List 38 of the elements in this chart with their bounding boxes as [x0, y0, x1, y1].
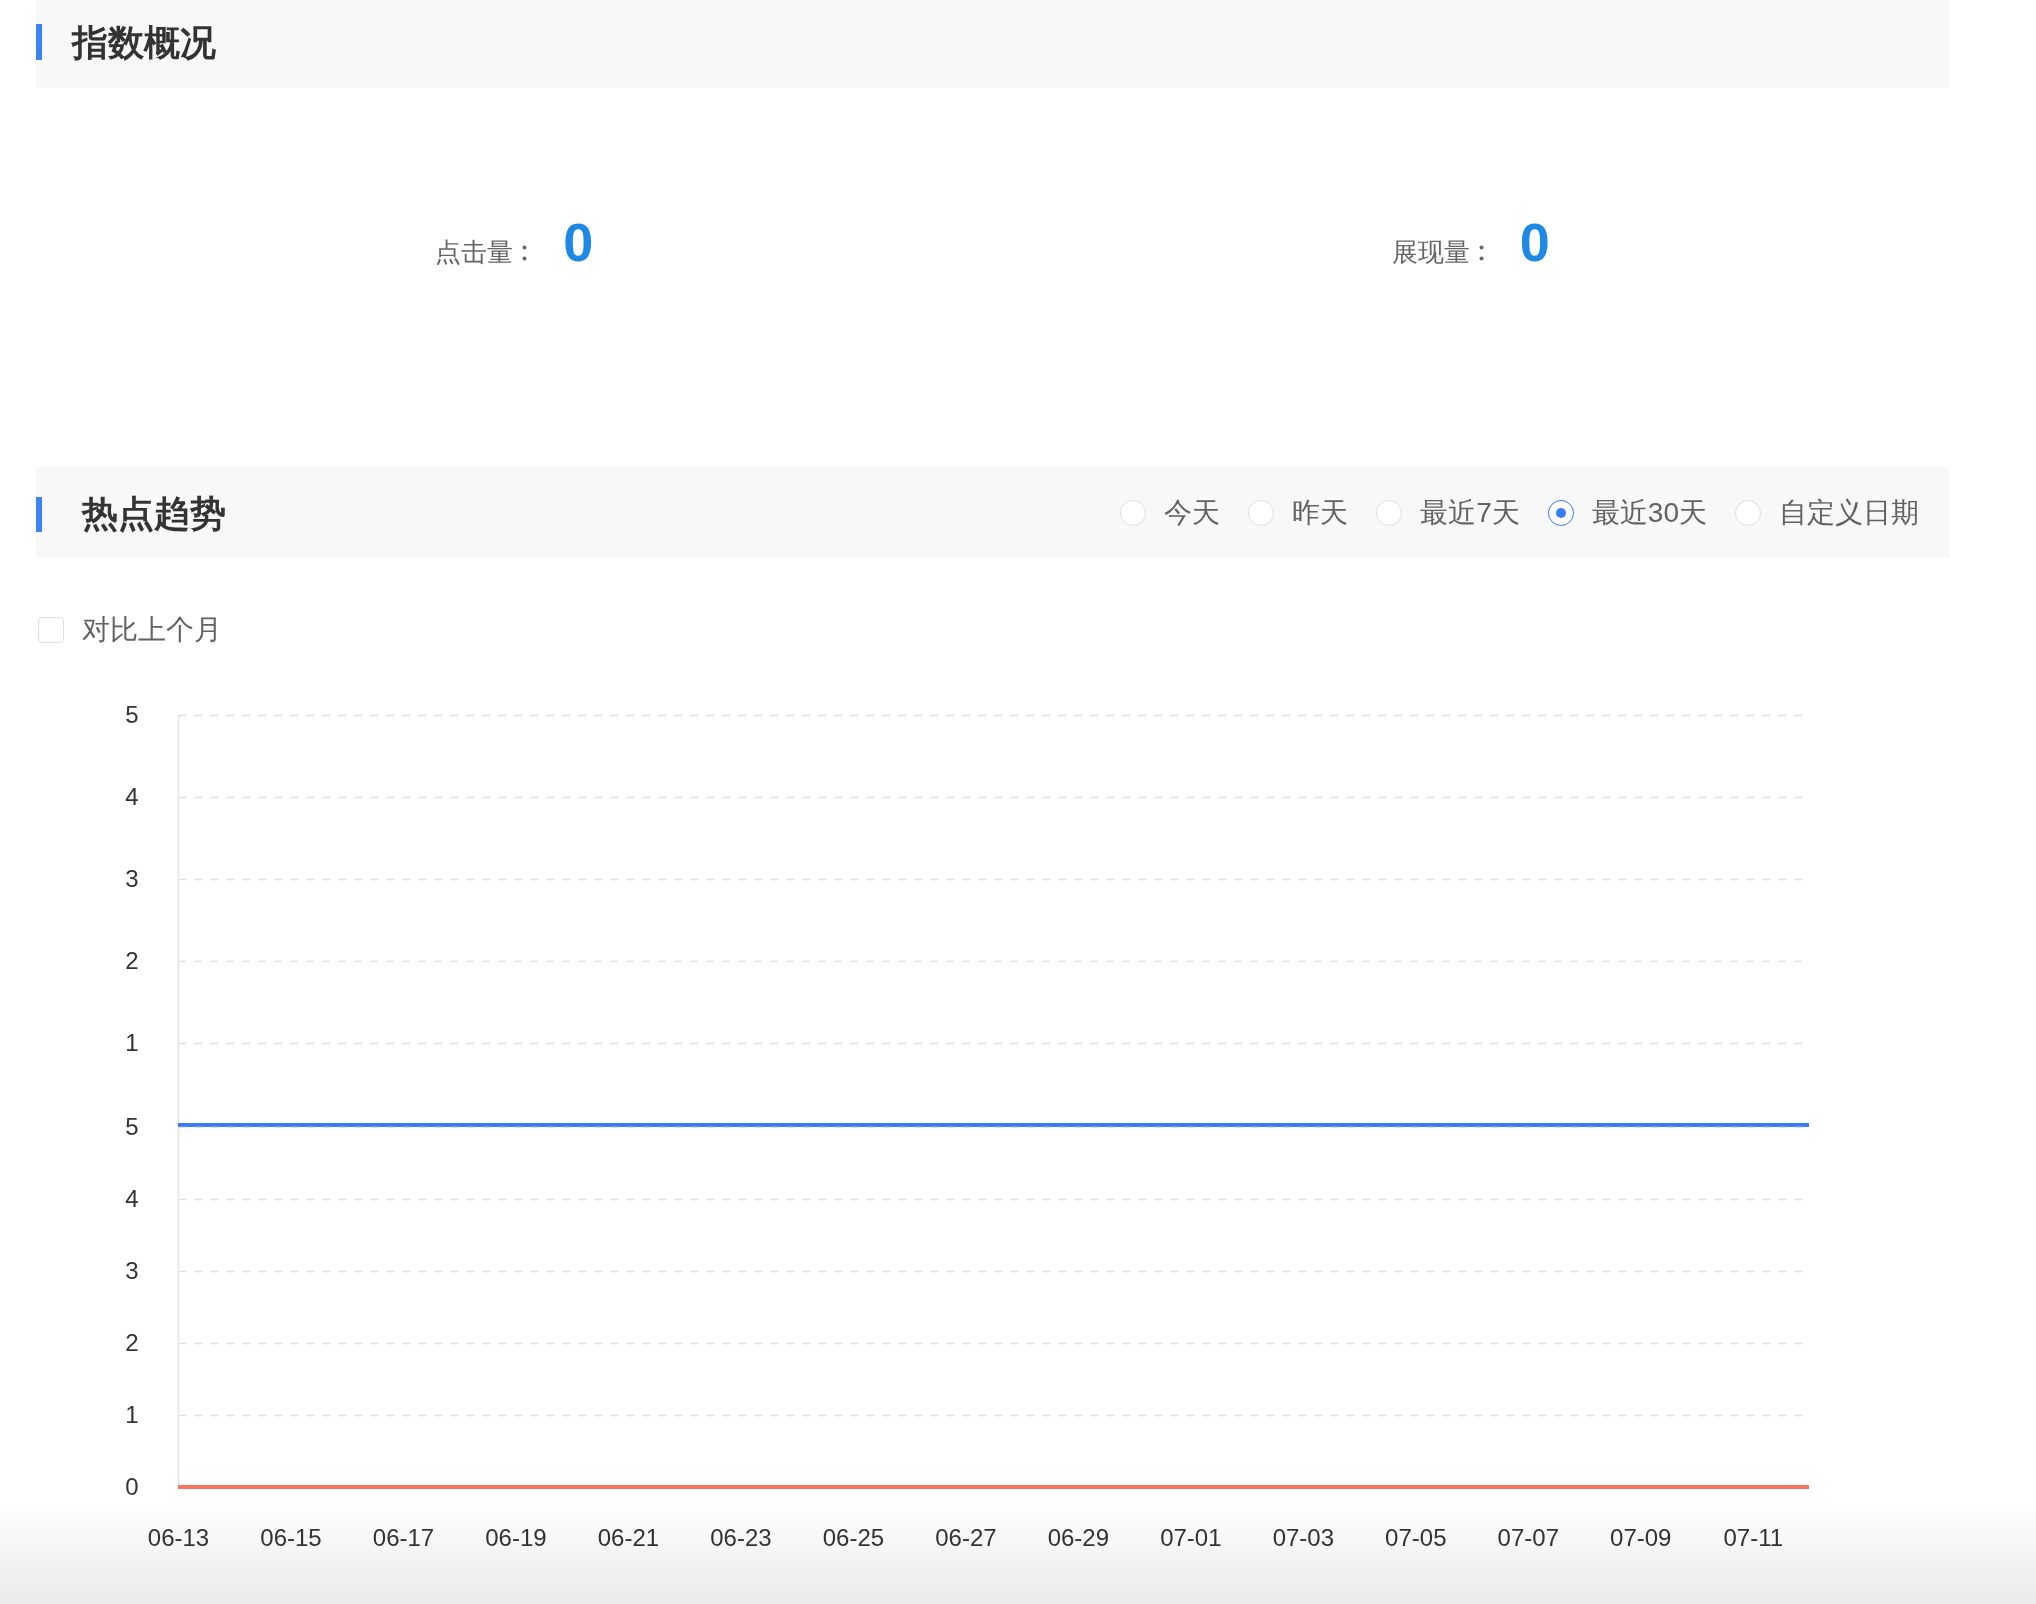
y-tick-label: 1 [125, 1400, 139, 1428]
x-tick-label: 06-13 [147, 1523, 210, 1551]
y-tick-label: 5 [125, 1112, 139, 1140]
text: 指数概况 [72, 22, 216, 63]
x-tick-label: 06-27 [935, 1523, 997, 1551]
y-tick-label: 0 [125, 1472, 139, 1500]
y-tick-label: 2 [125, 946, 139, 974]
x-tick-label: 07-09 [1610, 1523, 1672, 1551]
x-tick-label: 06-17 [372, 1523, 435, 1551]
text: 最近7天 [1420, 496, 1520, 529]
y-tick-label: 3 [125, 864, 139, 892]
x-tick-label: 07-05 [1385, 1523, 1447, 1551]
chart-title: 热点趋势 [82, 493, 226, 534]
x-tick-label: 07-11 [1723, 1523, 1784, 1551]
data-label: 0 [1519, 212, 1550, 272]
x-tick-label: 06-19 [485, 1523, 547, 1551]
x-tick-label: 06-15 [260, 1523, 322, 1551]
x-tick-label: 07-03 [1272, 1523, 1335, 1551]
text: 昨天 [1292, 496, 1349, 529]
y-tick-label: 4 [125, 782, 139, 810]
y-tick-label: 3 [125, 1256, 139, 1284]
y-tick-label: 1 [125, 1028, 139, 1056]
text: 自定义日期 [1779, 496, 1919, 529]
text: 最近30天 [1591, 496, 1707, 529]
text: 今天 [1164, 496, 1221, 529]
x-tick-label: 06-21 [597, 1523, 660, 1551]
x-tick-label: 06-25 [822, 1523, 885, 1551]
y-tick-label: 4 [125, 1184, 139, 1212]
category-label: 点击量 [435, 236, 514, 269]
text: 对比上个月 [82, 614, 222, 646]
x-tick-label: 07-07 [1497, 1523, 1559, 1551]
data-label: 0 [563, 212, 594, 272]
x-tick-label: 06-29 [1047, 1523, 1110, 1551]
x-tick-label: 07-01 [1160, 1523, 1222, 1551]
x-tick-label: 06-23 [710, 1523, 772, 1551]
category-label: 展现量 [1391, 236, 1470, 269]
y-tick-label: 5 [125, 700, 139, 728]
y-tick-label: 2 [125, 1328, 139, 1356]
